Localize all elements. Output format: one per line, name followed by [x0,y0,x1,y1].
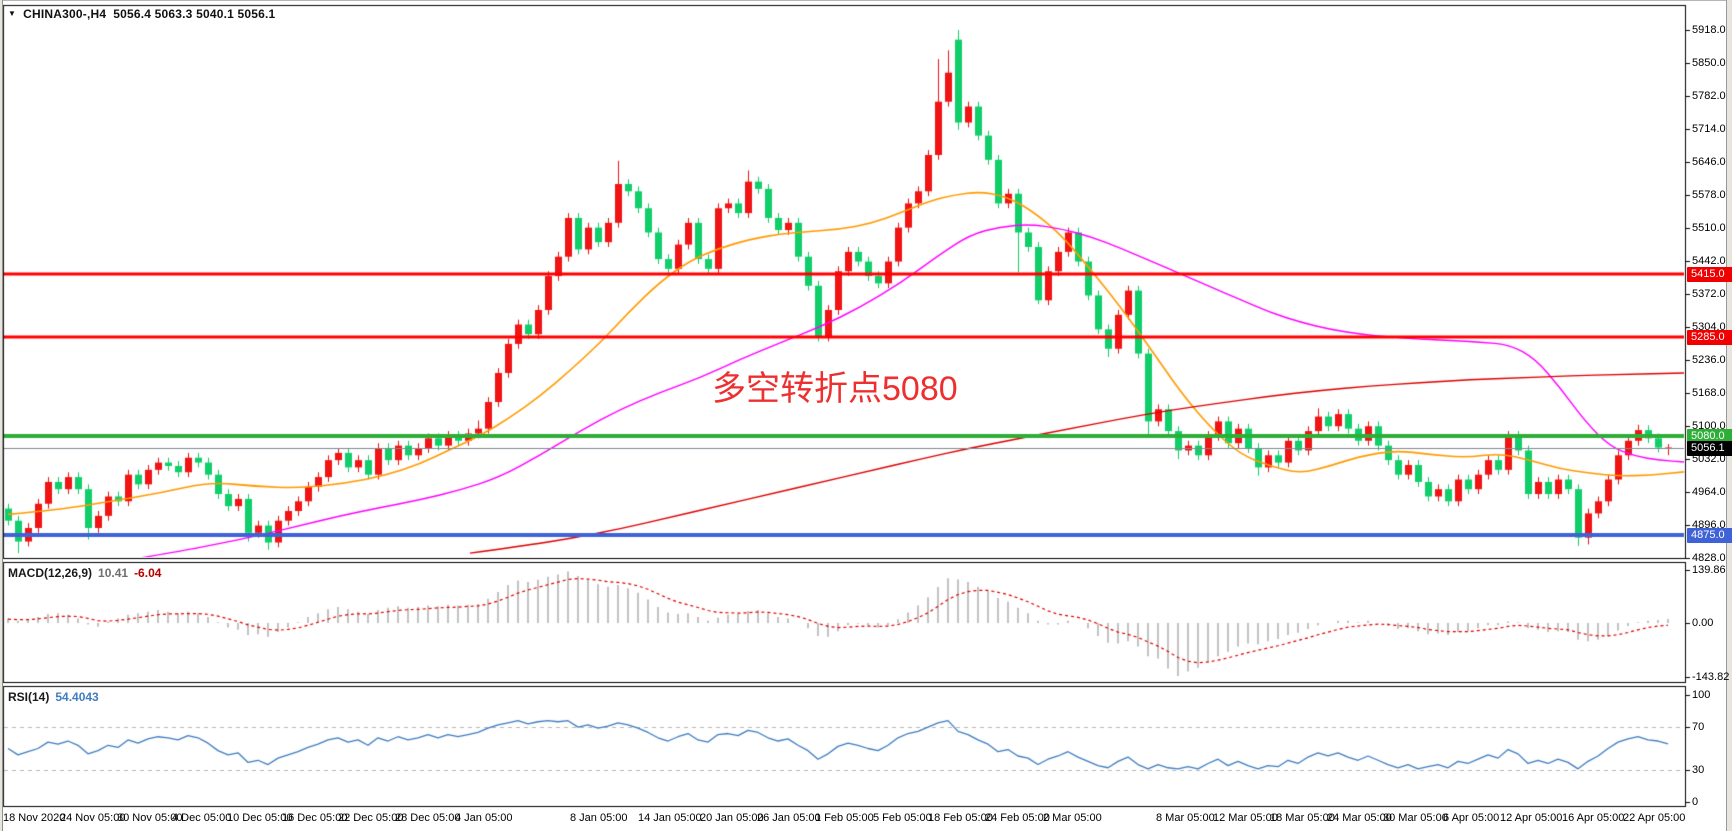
chevron-down-icon[interactable]: ▼ [8,8,17,18]
